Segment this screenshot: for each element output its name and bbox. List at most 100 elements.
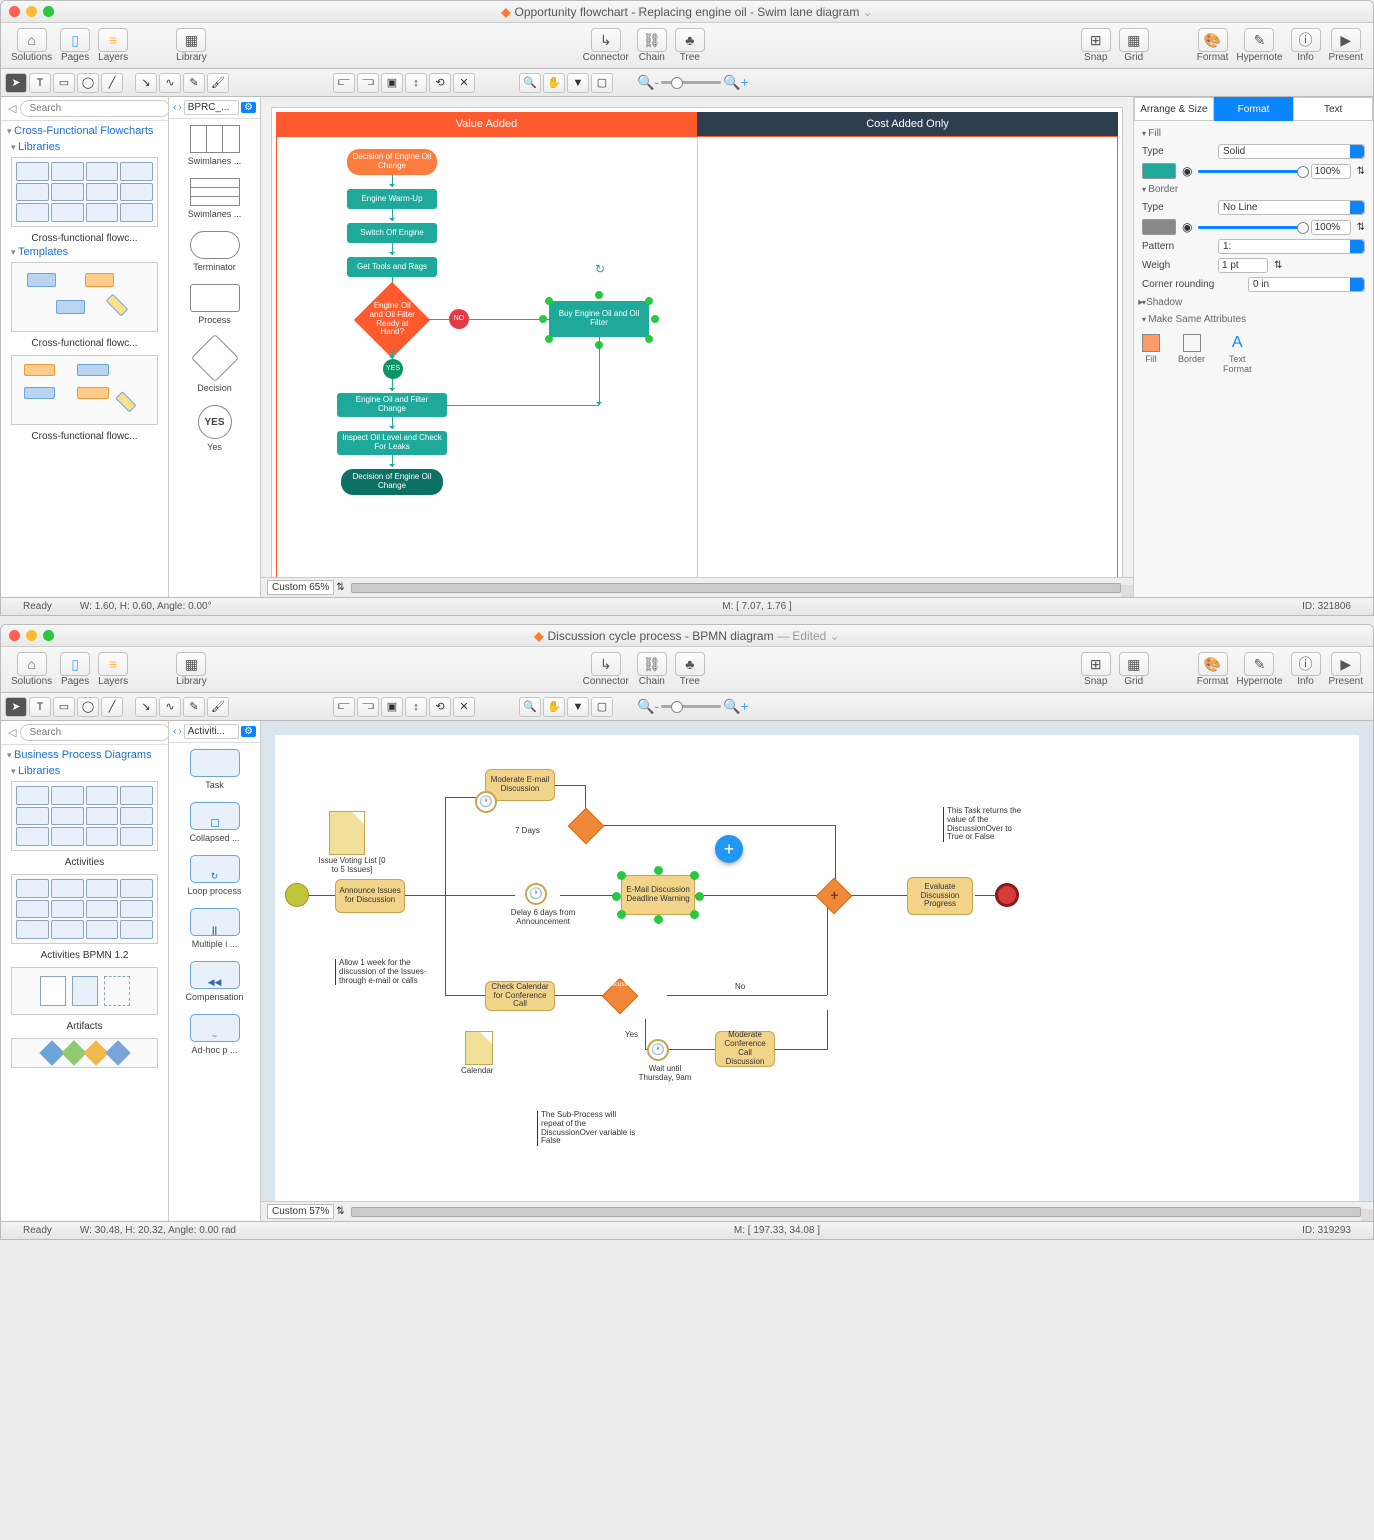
shape-breadcrumb[interactable]: ‹›BPRC_...⚙: [169, 97, 260, 119]
hypernote-button[interactable]: ✎: [1244, 28, 1274, 52]
zoom-value[interactable]: Custom 65%: [267, 580, 334, 595]
section-fill[interactable]: Fill: [1142, 125, 1365, 142]
rotate-handle-icon[interactable]: ↻: [595, 262, 605, 276]
pointer-tool-2[interactable]: ➤: [5, 697, 27, 717]
zoom-out-icon-2[interactable]: 🔍-: [637, 698, 659, 715]
node-yes[interactable]: YES: [383, 359, 403, 379]
tab-format[interactable]: Format: [1214, 97, 1294, 121]
search-input-2[interactable]: [20, 724, 169, 741]
border-opacity-slider[interactable]: [1198, 226, 1304, 229]
shape-collapsed[interactable]: Collapsed ...: [169, 796, 260, 849]
shape-swimlanes-h[interactable]: Swimlanes ...: [169, 172, 260, 225]
h-scrollbar-2[interactable]: [351, 1207, 1361, 1217]
curve-tool-2[interactable]: ∿: [159, 697, 181, 717]
nav-flowcharts[interactable]: Cross-Functional Flowcharts: [1, 121, 168, 141]
bpmn-deadline-selected[interactable]: E-Mail Discussion Deadline Warning: [621, 875, 695, 915]
pages-button[interactable]: ▯: [60, 28, 90, 52]
zoom-tool-2[interactable]: 🔍: [519, 697, 541, 717]
line-tool[interactable]: ╱: [101, 73, 123, 93]
tpl-thumb-2[interactable]: [11, 355, 158, 425]
pan-tool-2[interactable]: ✋: [543, 697, 565, 717]
shape-breadcrumb-2[interactable]: ‹›Activiti...⚙: [169, 721, 260, 743]
zoom-slider[interactable]: [661, 81, 721, 84]
shape-loop[interactable]: ↻Loop process: [169, 849, 260, 902]
lane-value-added[interactable]: Value Added: [276, 112, 697, 136]
distribute-tool-2[interactable]: ⫎: [357, 697, 379, 717]
library-button-2[interactable]: ▦: [176, 652, 206, 676]
shape-decision[interactable]: Decision: [169, 331, 260, 399]
align-tool[interactable]: ⫍: [333, 73, 355, 93]
connector-tool-2[interactable]: ↘: [135, 697, 157, 717]
arrange-tool-2[interactable]: ↕: [405, 697, 427, 717]
msa-fill[interactable]: Fill: [1142, 334, 1160, 374]
node-no[interactable]: NO: [449, 309, 469, 329]
format-button-2[interactable]: 🎨: [1198, 652, 1228, 676]
present-button-2[interactable]: ▶: [1331, 652, 1361, 676]
bpmn-timer-1[interactable]: [475, 791, 497, 813]
node-change[interactable]: Engine Oil and Filter Change: [337, 393, 447, 417]
lib-thumb-1[interactable]: [11, 157, 158, 227]
node-inspect[interactable]: Inspect Oil Level and Check For Leaks: [337, 431, 447, 455]
zoom-in-icon-2[interactable]: 🔍+: [723, 698, 749, 715]
zoom-value-2[interactable]: Custom 57%: [267, 1204, 334, 1219]
bpmn-gateway-merge[interactable]: +: [816, 878, 853, 915]
shape-multiple[interactable]: ||Multiple i ...: [169, 902, 260, 955]
tree-button[interactable]: ♣: [675, 28, 705, 52]
node-decision-start[interactable]: Decision of Engine Oil Change: [347, 149, 437, 175]
distribute-tool[interactable]: ⫎: [357, 73, 379, 93]
bpmn-evaluate[interactable]: Evaluate Discussion Progress: [907, 877, 973, 915]
brush-tool[interactable]: 🖌: [207, 73, 229, 93]
nav-bpd[interactable]: Business Process Diagrams: [1, 745, 168, 765]
section-msa[interactable]: Make Same Attributes: [1142, 311, 1365, 328]
zoom-slider-2[interactable]: [661, 705, 721, 708]
layers-button-2[interactable]: ≡: [98, 652, 128, 676]
text-tool[interactable]: T: [29, 73, 51, 93]
bpmn-end[interactable]: [995, 883, 1019, 907]
lane-cost-added[interactable]: Cost Added Only: [697, 112, 1118, 136]
pages-button-2[interactable]: ▯: [60, 652, 90, 676]
zoom-in-icon[interactable]: 🔍+: [723, 74, 749, 91]
lib-activities-12[interactable]: [11, 874, 158, 944]
nav-templates[interactable]: ▾ Templates: [1, 246, 168, 258]
back-icon[interactable]: ◁: [8, 102, 16, 115]
shape-task[interactable]: Task: [169, 743, 260, 796]
tab-arrange[interactable]: Arrange & Size: [1134, 97, 1214, 121]
chain-button-2[interactable]: ⛓: [637, 652, 667, 676]
canvas-2[interactable]: Issue Voting List [0 to 5 Issues] Announ…: [261, 721, 1373, 1221]
group-tool[interactable]: ▣: [381, 73, 403, 93]
group-tool-2[interactable]: ▣: [381, 697, 403, 717]
border-color-swatch[interactable]: [1142, 219, 1176, 235]
pen-tool-2[interactable]: ✎: [183, 697, 205, 717]
line-tool-2[interactable]: ╱: [101, 697, 123, 717]
bpmn-gateway-1[interactable]: [568, 808, 605, 845]
node-warmup[interactable]: Engine Warm-Up: [347, 189, 437, 209]
nav-libraries[interactable]: ▾ Libraries: [1, 141, 168, 153]
border-opacity-value[interactable]: 100%: [1311, 220, 1351, 235]
tpl-thumb-1[interactable]: [11, 262, 158, 332]
pointer-tool[interactable]: ➤: [5, 73, 27, 93]
border-type-select[interactable]: No Line: [1218, 200, 1365, 215]
zoom-icon[interactable]: [43, 6, 54, 17]
fill-type-select[interactable]: Solid: [1218, 144, 1365, 159]
bpmn-doc-voting[interactable]: [329, 811, 365, 855]
shape-process[interactable]: Process: [169, 278, 260, 331]
bpmn-announce[interactable]: Announce Issues for Discussion: [335, 879, 405, 913]
lib-activities[interactable]: [11, 781, 158, 851]
rotate-tool[interactable]: ⟲: [429, 73, 451, 93]
node-switchoff[interactable]: Switch Off Engine: [347, 223, 437, 243]
pan-tool[interactable]: ✋: [543, 73, 565, 93]
back-icon-2[interactable]: ◁: [8, 726, 16, 739]
rect-tool[interactable]: ▭: [53, 73, 75, 93]
bpmn-check-calendar[interactable]: Check Calendar for Conference Call: [485, 981, 555, 1011]
shape-swimlanes-v[interactable]: Swimlanes ...: [169, 119, 260, 172]
node-decision-end[interactable]: Decision of Engine Oil Change: [341, 469, 443, 495]
text-tool-2[interactable]: T: [29, 697, 51, 717]
node-buy-selected[interactable]: Buy Engine Oil and Oil Filter: [549, 301, 649, 337]
titlebar-2[interactable]: ◆Discussion cycle process - BPMN diagram…: [1, 625, 1373, 647]
shape-terminator[interactable]: Terminator: [169, 225, 260, 278]
arrange-tool[interactable]: ↕: [405, 73, 427, 93]
tab-text[interactable]: Text: [1293, 97, 1373, 121]
bpmn-start[interactable]: [285, 883, 309, 907]
settings-tool[interactable]: ✕: [453, 73, 475, 93]
section-border[interactable]: Border: [1142, 181, 1365, 198]
